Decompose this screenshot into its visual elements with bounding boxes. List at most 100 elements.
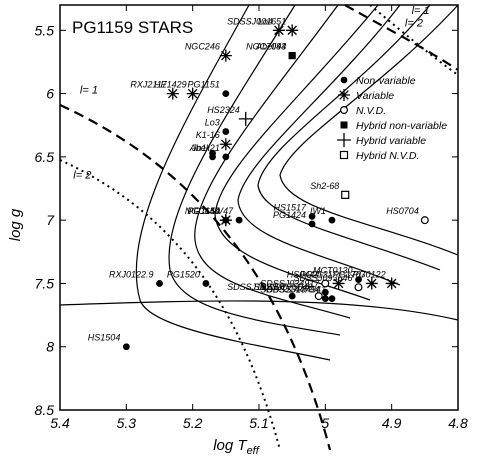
point-label: HS1504 bbox=[88, 333, 121, 343]
point-iw1 bbox=[328, 216, 336, 224]
point-he1429 bbox=[186, 87, 199, 100]
point-label: SDSSJ075540 bbox=[254, 282, 313, 292]
point-label: K1-16 bbox=[196, 130, 220, 140]
y-tick-label: 5.5 bbox=[35, 22, 55, 38]
x-axis-label-sub: eff bbox=[247, 445, 260, 457]
data-points bbox=[122, 24, 429, 351]
point-pg1707 bbox=[365, 277, 378, 290]
region-label: l= 1 bbox=[412, 5, 430, 17]
point-label: PG0122 bbox=[353, 269, 386, 279]
marker-hybrid-non-variable bbox=[340, 121, 348, 129]
point-label: Sh2-68 bbox=[310, 181, 339, 191]
point-sdssj102327 bbox=[288, 292, 296, 300]
point-label: VV47 bbox=[211, 206, 234, 216]
point-label: RXJ0122.9 bbox=[109, 269, 154, 279]
y-tick-label: 8 bbox=[46, 339, 54, 355]
point-label: PG1424 bbox=[273, 210, 306, 220]
point-sh2-68 bbox=[341, 190, 350, 199]
marker-variable bbox=[338, 89, 350, 101]
point-jn1b bbox=[209, 149, 216, 157]
point-label: HS1517 bbox=[274, 202, 308, 212]
l2-boundary bbox=[59, 159, 281, 451]
point-sdssj093546 bbox=[354, 283, 363, 292]
point-mct0130 bbox=[355, 276, 362, 284]
point-label: NGC650 bbox=[185, 206, 220, 216]
track-3 bbox=[194, 4, 351, 319]
region-label: l= 2 bbox=[405, 18, 423, 30]
point-label: NGC246 bbox=[185, 42, 220, 52]
point-sdssj134341 bbox=[328, 295, 336, 303]
track-1 bbox=[135, 4, 331, 361]
track-5 bbox=[237, 4, 401, 286]
axis-tick-labels: 5.4 5.3 5.2 5.1 5 4.9 4.8 5.5 6 6.5 7 7.5 8 8.5 bbox=[35, 22, 468, 431]
l1-boundary-top bbox=[344, 4, 459, 71]
point-hs0444 bbox=[321, 279, 330, 288]
legend-entry-label: Hybrid non-variable bbox=[356, 120, 447, 132]
y-tick-label: 6 bbox=[46, 86, 54, 102]
marker-hybrid-variable bbox=[337, 133, 351, 147]
point-pg1520 bbox=[202, 280, 210, 287]
track-6 bbox=[257, 4, 441, 271]
region-label: l= 2 bbox=[73, 169, 91, 181]
region-label: l= 1 bbox=[80, 85, 98, 97]
point-label: MCT0130 bbox=[313, 266, 353, 276]
legend: Non-variable Variable N.V.D. Hybrid non-var… bbox=[337, 75, 447, 162]
point-sdssj034917 bbox=[321, 288, 329, 296]
point-hs0704 bbox=[420, 216, 429, 225]
point-pg1151 bbox=[222, 90, 230, 97]
track-2 bbox=[168, 4, 341, 336]
x-tick-label: 5.4 bbox=[50, 415, 70, 431]
point-label: SDSSJ034917 bbox=[260, 278, 320, 288]
axis-ticks bbox=[59, 5, 459, 411]
y-tick-label: 7.5 bbox=[35, 275, 55, 291]
point-label: PG1707 bbox=[333, 269, 367, 279]
point-label: Jn1 bbox=[191, 143, 207, 153]
point-label: PG1151 bbox=[187, 80, 219, 90]
y-tick-label: 7 bbox=[46, 212, 55, 228]
x-tick-label: 5.3 bbox=[117, 415, 137, 431]
point-label: SDSSJ144734 bbox=[260, 285, 319, 295]
point-label: SDSSJ001651 bbox=[227, 16, 286, 26]
x-axis-label-main: log T bbox=[213, 437, 248, 454]
evolutionary-tracks bbox=[59, 4, 459, 361]
y-axis-label: log g bbox=[7, 208, 24, 241]
track-8 bbox=[59, 300, 459, 321]
point-hs2324 bbox=[238, 111, 253, 126]
point-sdssj001651 bbox=[286, 24, 299, 37]
legend-entry-label: Variable bbox=[356, 90, 394, 102]
point-ngc7094 bbox=[288, 52, 296, 60]
point-label: IW1 bbox=[310, 206, 326, 216]
point-ngc650 bbox=[222, 216, 230, 224]
point-label: NGC7094 bbox=[246, 42, 286, 52]
point-label: HS0444 bbox=[287, 269, 320, 279]
point-label: SDSSJ134341 bbox=[267, 285, 326, 295]
l2-boundary-top bbox=[369, 4, 459, 76]
point-label: PG1144 bbox=[187, 206, 219, 216]
l1-boundary bbox=[59, 104, 332, 451]
legend-entry-label: Hybrid N.V.D. bbox=[356, 150, 419, 162]
marker-nvd bbox=[340, 105, 349, 114]
point-sdssj144734 bbox=[321, 295, 329, 303]
x-tick-label: 4.9 bbox=[382, 415, 402, 431]
chart-title: PG1159 STARS bbox=[72, 18, 193, 37]
region-labels: l= 1l= 2l= 1l= 2 bbox=[73, 5, 429, 182]
point-label: SDSSJ102327 bbox=[227, 282, 287, 292]
point-hs1504 bbox=[122, 343, 130, 351]
marker-non-variable bbox=[340, 76, 348, 84]
point-lo3 bbox=[222, 128, 230, 135]
point-pg2131 bbox=[332, 277, 345, 290]
point-sdssj075540 bbox=[314, 292, 323, 301]
point-label: RXJ2117 bbox=[130, 80, 167, 90]
point-vv47 bbox=[235, 216, 243, 224]
y-tick-label: 8.5 bbox=[35, 402, 55, 418]
legend-entry-label: Hybrid variable bbox=[356, 135, 426, 147]
point-label: Lo3 bbox=[205, 118, 220, 128]
point-pg1424 bbox=[308, 220, 316, 228]
x-tick-label: 4.8 bbox=[448, 415, 468, 431]
point-label: SDSSJ093546 bbox=[293, 273, 352, 283]
y-tick-label: 6.5 bbox=[35, 149, 55, 165]
point-pg0122 bbox=[385, 277, 398, 290]
track-4 bbox=[214, 4, 379, 301]
